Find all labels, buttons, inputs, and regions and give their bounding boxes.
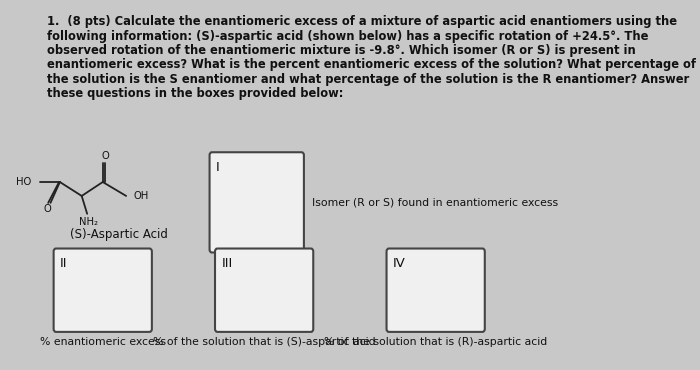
Text: O: O [43, 204, 51, 214]
Text: % enantiomeric excess: % enantiomeric excess [40, 337, 166, 347]
Text: II: II [60, 258, 67, 270]
FancyBboxPatch shape [215, 249, 314, 332]
Text: these questions in the boxes provided below:: these questions in the boxes provided be… [47, 87, 343, 100]
Text: (S)-Aspartic Acid: (S)-Aspartic Acid [70, 228, 168, 240]
Text: enantiomeric excess? What is the percent enantiomeric excess of the solution? Wh: enantiomeric excess? What is the percent… [47, 58, 696, 71]
Text: NH₂: NH₂ [79, 217, 98, 227]
Text: OH: OH [134, 191, 149, 201]
Text: % of the solution that is (S)-aspartic acid: % of the solution that is (S)-aspartic a… [153, 337, 375, 347]
FancyBboxPatch shape [209, 152, 304, 252]
Text: HO: HO [16, 177, 31, 187]
Text: following information: (S)-aspartic acid (shown below) has a specific rotation o: following information: (S)-aspartic acid… [47, 30, 648, 43]
Text: IV: IV [393, 258, 406, 270]
Text: Isomer (R or S) found in enantiomeric excess: Isomer (R or S) found in enantiomeric ex… [312, 197, 559, 207]
Text: the solution is the S enantiomer and what percentage of the solution is the R en: the solution is the S enantiomer and wha… [47, 73, 689, 86]
Text: O: O [102, 151, 109, 161]
Text: % of the solution that is (R)-aspartic acid: % of the solution that is (R)-aspartic a… [324, 337, 547, 347]
FancyBboxPatch shape [386, 249, 485, 332]
FancyBboxPatch shape [54, 249, 152, 332]
Text: I: I [216, 161, 220, 174]
Text: III: III [221, 258, 232, 270]
Text: observed rotation of the enantiomeric mixture is -9.8°. Which isomer (R or S) is: observed rotation of the enantiomeric mi… [47, 44, 636, 57]
Text: 1.  (8 pts) Calculate the enantiomeric excess of a mixture of aspartic acid enan: 1. (8 pts) Calculate the enantiomeric ex… [47, 15, 677, 28]
